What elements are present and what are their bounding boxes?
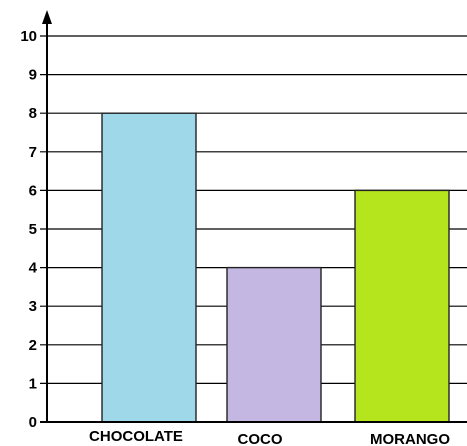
bar-chocolate [102,113,196,422]
y-tick-label: 5 [29,221,37,238]
y-tick-label: 8 [29,105,37,122]
x-tick-labels: CHOCOLATE COCO MORANGO [89,428,450,446]
y-tick-label: 1 [29,375,37,392]
y-tick-label: 3 [29,298,37,315]
y-tick-label: 6 [29,182,37,199]
bars [102,113,449,422]
y-tick-label: 4 [29,260,38,277]
x-tick-label-chocolate: CHOCOLATE [89,428,183,445]
y-tick-label: 9 [29,67,37,84]
x-tick-label-morango: MORANGO [370,431,450,446]
bar-morango [355,190,449,422]
y-tick-labels: 0 1 2 3 4 5 6 7 8 9 10 [20,28,37,431]
y-tick-label: 7 [29,144,37,161]
x-tick-label-coco: COCO [238,431,283,446]
y-tick-label: 10 [20,28,37,45]
y-axis-arrow [42,10,52,24]
y-tick-label: 0 [29,414,37,431]
y-tick-label: 2 [29,337,37,354]
bar-coco [227,268,321,422]
